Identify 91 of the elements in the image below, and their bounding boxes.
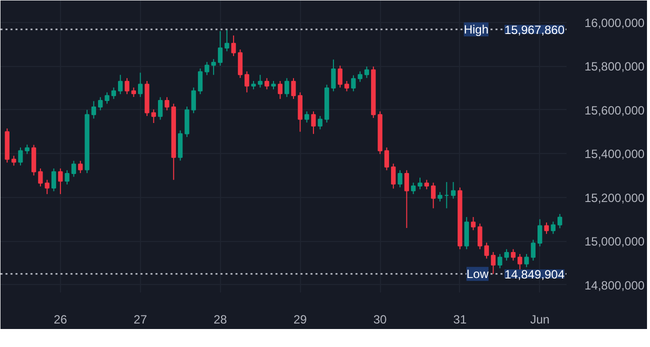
candlestick — [430, 182, 436, 209]
candlestick — [231, 34, 236, 57]
y-tick-label: 16,000,000 — [584, 16, 645, 30]
ref-line-label: High — [464, 22, 489, 36]
candlestick — [44, 179, 50, 195]
candlestick — [118, 74, 123, 95]
candlestick — [311, 110, 316, 134]
x-tick-label: Jun — [530, 312, 550, 326]
candlestick — [264, 78, 270, 90]
candlestick — [278, 80, 282, 100]
y-tick-label: 15,600,000 — [584, 103, 645, 118]
candlestick — [438, 192, 442, 202]
candlestick — [331, 59, 336, 92]
candlestick — [164, 96, 170, 111]
y-tick-label: 15,400,000 — [584, 147, 645, 162]
candlestick — [304, 110, 310, 124]
candlestick — [238, 48, 243, 78]
candlestick — [484, 242, 489, 260]
x-tick-label: 31 — [453, 312, 467, 326]
x-tick-label: 27 — [134, 312, 148, 326]
candlestick — [131, 87, 136, 98]
candlestick — [358, 70, 362, 82]
candlestick — [398, 170, 402, 188]
candlestick — [498, 254, 502, 269]
candlestick — [344, 80, 350, 92]
candlestick — [151, 108, 156, 124]
candlestick — [550, 221, 556, 234]
annotation: 15,967,860 — [504, 22, 565, 37]
candlestick — [284, 78, 290, 98]
candlestick — [191, 87, 196, 114]
candlestick — [244, 70, 250, 93]
candlestick — [384, 146, 390, 171]
candlestick — [544, 222, 549, 234]
candlestick — [318, 115, 322, 130]
y-tick-label: 14,800,000 — [584, 278, 645, 292]
candlestick — [111, 87, 116, 100]
candlestick — [51, 168, 56, 192]
x-tick-label: 26 — [54, 312, 68, 326]
y-tick-label: 15,000,000 — [584, 234, 645, 249]
annotation: 14,849,904 — [504, 267, 565, 282]
candlestick — [404, 170, 410, 228]
x-tick-label: 28 — [214, 312, 228, 326]
candlestick — [184, 106, 190, 138]
candlestick — [104, 92, 110, 104]
candlestick — [198, 68, 203, 95]
x-tick-label: 29 — [293, 312, 308, 326]
candlestick — [518, 254, 522, 270]
candlestick — [11, 155, 16, 166]
candlestick — [504, 248, 509, 262]
candlestick — [124, 78, 130, 95]
candlestick — [411, 182, 416, 195]
candlestick — [78, 160, 83, 174]
candlestick — [258, 74, 263, 88]
candlestick — [478, 223, 482, 250]
candlestick — [418, 177, 422, 190]
candlestick — [351, 74, 356, 92]
y-tick-label: 15,800,000 — [584, 60, 645, 74]
candlestick — [58, 168, 63, 195]
candlestick — [64, 170, 70, 185]
candlestick — [91, 100, 96, 120]
candlestick — [391, 163, 396, 190]
candlestick — [338, 65, 342, 88]
candlestick — [31, 144, 36, 176]
candlestick — [38, 168, 43, 187]
candlestick — [224, 28, 230, 52]
candlestick — [291, 78, 296, 100]
candlestick — [18, 146, 23, 166]
candlestick — [218, 30, 223, 66]
candlestick — [450, 182, 456, 200]
candlestick — [530, 239, 536, 262]
candlestick — [204, 61, 210, 76]
candlestick — [470, 216, 476, 231]
candlestick — [178, 130, 183, 162]
candlestick — [364, 66, 370, 78]
candlestick — [510, 248, 516, 262]
candlestick — [298, 92, 302, 132]
candlestick — [158, 96, 163, 120]
candlestick — [138, 72, 143, 98]
candlestick — [538, 218, 542, 247]
candlestick — [464, 216, 469, 250]
candlestick — [490, 252, 496, 274]
candlestick — [424, 179, 429, 190]
candlestick — [558, 213, 562, 229]
y-tick-label: 15,200,000 — [584, 190, 645, 205]
candlestick — [524, 254, 529, 268]
candlestick — [71, 160, 76, 178]
candlestick — [24, 144, 30, 155]
candlestick — [211, 58, 216, 76]
candlestick — [98, 96, 103, 111]
ref-line-label: Low — [466, 266, 489, 281]
x-tick-label: 30 — [373, 312, 388, 326]
